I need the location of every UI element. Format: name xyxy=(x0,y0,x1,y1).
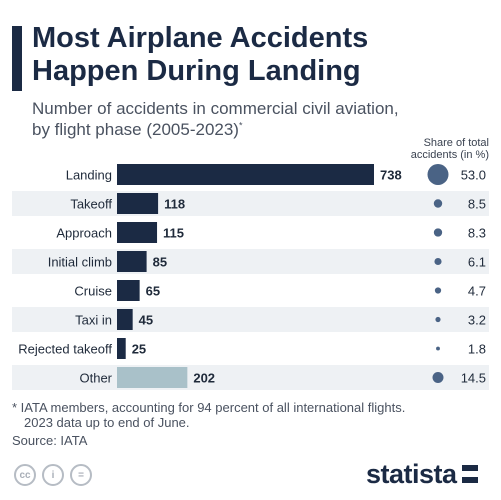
attribution-icon[interactable]: i xyxy=(42,464,64,486)
share-value-label: 4.7 xyxy=(468,284,486,299)
share-value-label: 6.1 xyxy=(468,255,486,270)
share-column-header: Share of total accidents (in %) xyxy=(379,137,489,161)
title-accent-bar xyxy=(12,26,22,91)
bar xyxy=(117,251,147,272)
share-value-label: 8.5 xyxy=(468,197,486,212)
footnote: * IATA members, accounting for 94 percen… xyxy=(12,400,482,430)
share-circle xyxy=(433,199,443,208)
no-derivatives-icon[interactable]: = xyxy=(70,464,92,486)
statista-logo-mark-icon xyxy=(461,465,478,483)
category-label: Rejected takeoff xyxy=(18,342,112,357)
share-circle xyxy=(433,228,443,237)
chart-title-line-1: Most Airplane Accidents xyxy=(32,22,369,54)
bar xyxy=(117,309,133,330)
share-value-label: 1.8 xyxy=(468,342,486,357)
row-band xyxy=(12,191,489,216)
subtitle-footnote-mark: * xyxy=(238,120,243,131)
bar-value-label: 45 xyxy=(139,313,153,328)
category-label: Taxi in xyxy=(75,313,112,328)
category-label: Takeoff xyxy=(70,197,112,212)
row-band xyxy=(12,307,489,332)
chart-title: Most Airplane Accidents Happen During La… xyxy=(32,22,472,88)
share-value-label: 14.5 xyxy=(461,371,486,386)
share-circle xyxy=(432,372,444,383)
statista-logo[interactable]: statista xyxy=(366,460,491,488)
chart-subtitle-line-2: by flight phase (2005-2023)* xyxy=(32,119,432,140)
share-header-line-1: Share of total xyxy=(423,137,489,149)
bar-value-label: 25 xyxy=(132,342,146,357)
bar-value-label: 118 xyxy=(164,197,185,212)
category-label: Initial climb xyxy=(48,255,112,270)
bar xyxy=(117,338,126,359)
cc-icon[interactable]: cc xyxy=(14,464,36,486)
share-value-label: 8.3 xyxy=(468,226,486,241)
bar-value-label: 85 xyxy=(153,255,167,270)
bar xyxy=(117,193,159,214)
bar-value-label: 115 xyxy=(163,226,184,241)
bar xyxy=(117,222,158,243)
share-circle xyxy=(436,346,440,351)
footnote-line-1: * IATA members, accounting for 94 percen… xyxy=(12,400,406,415)
footnote-line-2: 2023 data up to end of June. xyxy=(24,415,190,430)
license-icons: cc i = xyxy=(14,464,92,486)
category-label: Cruise xyxy=(74,284,112,299)
share-circle xyxy=(427,164,449,185)
row-band xyxy=(12,365,489,390)
row-band xyxy=(12,249,489,274)
bar-value-label: 738 xyxy=(380,168,402,183)
bar xyxy=(117,280,140,301)
source-label: Source: IATA xyxy=(12,433,88,448)
chart-title-line-2: Happen During Landing xyxy=(32,55,361,87)
category-label: Landing xyxy=(66,168,112,183)
category-label: Other xyxy=(79,371,112,386)
bar xyxy=(117,367,188,388)
bar xyxy=(117,164,374,185)
chart-subtitle-line-1: Number of accidents in commercial civil … xyxy=(32,99,399,118)
bar-value-label: 65 xyxy=(146,284,160,299)
share-header-line-2: accidents (in %) xyxy=(410,149,489,161)
chart-subtitle-line-2-text: by flight phase (2005-2023) xyxy=(32,120,239,139)
share-value-label: 3.2 xyxy=(468,313,486,328)
statista-logo-text: statista xyxy=(366,459,457,489)
bar-value-label: 202 xyxy=(193,371,215,386)
share-circle xyxy=(434,287,442,294)
share-circle xyxy=(435,316,441,323)
share-circle xyxy=(434,257,442,266)
share-value-label: 53.0 xyxy=(461,168,486,183)
category-label: Approach xyxy=(56,226,112,241)
chart-subtitle: Number of accidents in commercial civil … xyxy=(32,98,432,140)
